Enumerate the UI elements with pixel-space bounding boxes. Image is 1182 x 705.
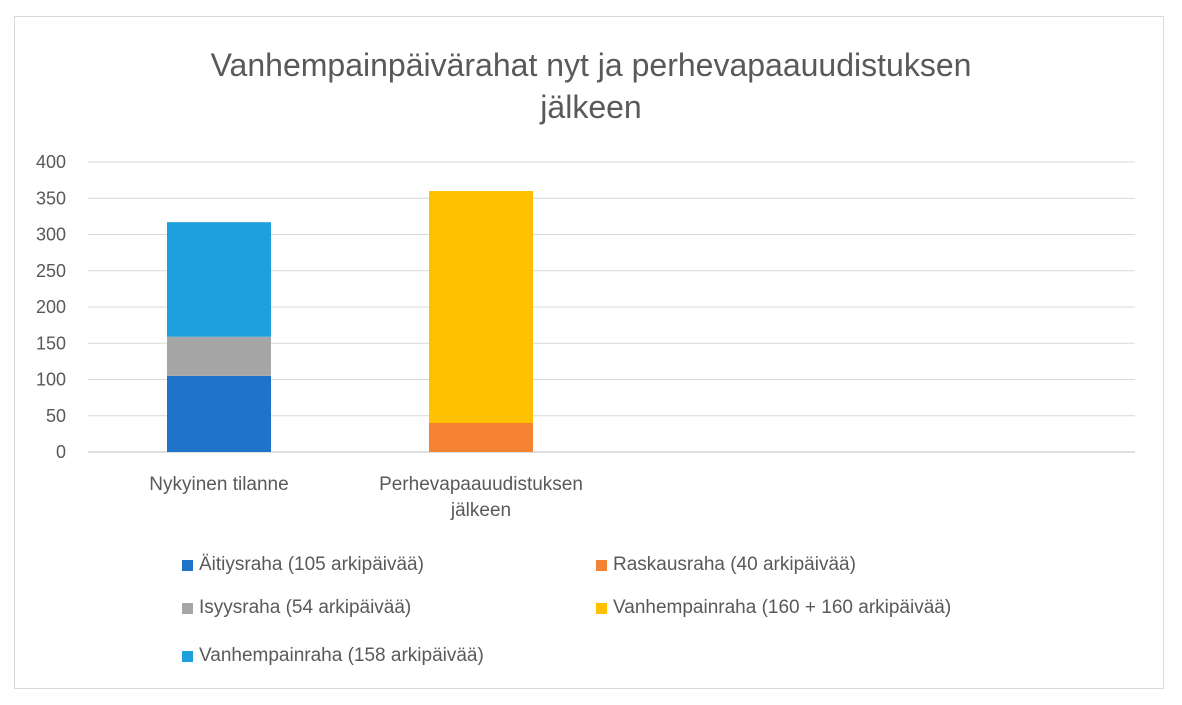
y-tick-label: 350 [36, 188, 66, 208]
bar-segment [429, 423, 533, 452]
y-tick-label: 200 [36, 297, 66, 317]
legend-label: Raskausraha (40 arkipäivää) [613, 554, 856, 575]
y-tick-label: 50 [46, 406, 66, 426]
y-tick-label: 300 [36, 225, 66, 245]
x-category-label: Nykyinen tilanne [149, 474, 288, 495]
y-tick-label: 150 [36, 333, 66, 353]
chart-title: Vanhempainpäivärahat nyt ja perhevapaauu… [0, 44, 1182, 128]
x-category-label: Perhevapaauudistuksen [379, 474, 583, 495]
bar-segment [167, 336, 271, 376]
y-tick-label: 100 [36, 370, 66, 390]
legend-label: Vanhempainraha (160 + 160 arkipäivää) [613, 597, 952, 618]
legend-item: Vanhempainraha (160 + 160 arkipäivää) [596, 597, 951, 619]
legend-label: Vanhempainraha (158 arkipäivää) [199, 645, 484, 666]
legend-item: Äitiysraha (105 arkipäivää) [182, 554, 424, 576]
x-category-label: jälkeen [450, 500, 511, 521]
legend-swatch [182, 602, 193, 614]
legend-swatch [182, 650, 193, 662]
legend-swatch [596, 559, 607, 571]
y-tick-label: 0 [56, 442, 66, 462]
y-tick-label: 250 [36, 261, 66, 281]
bar-segment [167, 222, 271, 337]
chart-title-line-1: Vanhempainpäivärahat nyt ja perhevapaauu… [210, 47, 972, 83]
bar-segment [429, 191, 533, 423]
legend-label: Isyysraha (54 arkipäivää) [199, 597, 412, 618]
legend-item: Raskausraha (40 arkipäivää) [596, 554, 856, 576]
legend-swatch [596, 602, 607, 614]
legend-item: Isyysraha (54 arkipäivää) [182, 597, 411, 619]
y-tick-label: 400 [36, 152, 66, 172]
legend-swatch [182, 559, 193, 571]
chart-title-line-2: jälkeen [540, 89, 642, 125]
bar-segment [167, 375, 271, 452]
legend-item: Vanhempainraha (158 arkipäivää) [182, 645, 484, 667]
legend-label: Äitiysraha (105 arkipäivää) [199, 554, 424, 575]
